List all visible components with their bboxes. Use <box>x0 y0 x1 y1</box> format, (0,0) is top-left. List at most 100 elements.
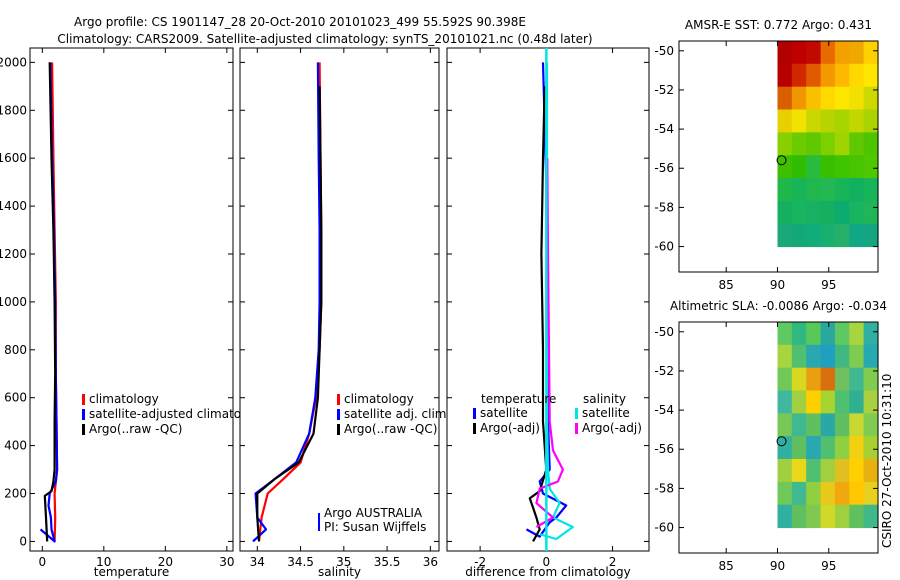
temperature-xtick-label: 30 <box>219 555 234 569</box>
sst_map-cell <box>791 109 807 133</box>
sst_map-cell <box>791 86 807 111</box>
sst_map-cell <box>777 155 793 179</box>
sst_map-cell <box>791 41 807 65</box>
temperature-panel: 0 10 20 30 temperature 0 200 400 600 800 1000 1200 1… <box>0 47 267 579</box>
sla_map-cell <box>863 390 879 414</box>
salinity-legend-0-label: climatology <box>344 392 414 406</box>
sla_map-cell <box>820 436 836 460</box>
sla_map-cell <box>863 459 879 483</box>
sla_map-cell <box>777 367 793 392</box>
sst_map-cell <box>863 86 879 111</box>
sst_map-cell <box>806 155 822 179</box>
sla_map-cell <box>791 459 807 483</box>
sst_map-ytick-label: -50 <box>654 44 674 58</box>
sst_map-cell <box>863 132 879 156</box>
sla_map-cell <box>820 481 836 506</box>
sla_map-cell <box>791 322 807 346</box>
salinity-legend-2-swatch <box>337 424 340 435</box>
sst_map-cell <box>791 200 807 225</box>
sla_map-cell <box>849 481 865 506</box>
sst_map-cell <box>777 41 793 65</box>
sla_map-cell <box>791 413 807 437</box>
sla_map-xtick-label: 90 <box>770 559 785 573</box>
sla_map-cell <box>777 481 793 506</box>
salinity-xtick-label: 35.5 <box>374 555 401 569</box>
temperature-legend-0-swatch <box>82 394 85 405</box>
sst_map-ytick-label: -52 <box>654 83 674 97</box>
difference-xtick-label: 2 <box>609 555 617 569</box>
sst_map-xtick-label: 85 <box>719 278 734 292</box>
temperature-xlabel: temperature <box>94 565 169 579</box>
sla_map-cell <box>791 504 807 529</box>
sla_map-title: Altimetric SLA: -0.0086 Argo: -0.034 <box>670 299 887 313</box>
sla_map-cell <box>806 504 822 529</box>
sla_map-cell <box>820 459 836 483</box>
sst_map-cell <box>834 155 850 179</box>
salinity-xtick-label: 36 <box>423 555 438 569</box>
sla_map-xtick-label: 85 <box>719 559 734 573</box>
depth-tick-label: 1800 <box>0 103 27 117</box>
salinity-xlabel: salinity <box>318 565 361 579</box>
sst_map-frame <box>678 40 879 273</box>
sst_map-cell <box>791 132 807 156</box>
sst_map-cell <box>834 109 850 133</box>
side-timestamp: CSIRO 27-Oct-2010 10:31:10 <box>880 374 894 548</box>
depth-tick-label: 1200 <box>0 247 27 261</box>
sst_map-cell <box>806 86 822 111</box>
sla_map-cell <box>777 344 793 369</box>
temperature-legend-1-swatch <box>82 409 85 420</box>
sst_map-cell <box>791 178 807 202</box>
difference-legend-title-temperature: temperature <box>481 392 556 406</box>
difference-series-line <box>535 158 564 528</box>
salinity-frame <box>239 47 440 552</box>
sst_map-cell <box>777 63 793 88</box>
sst_map-cell <box>777 132 793 156</box>
temperature-legend-0-label: climatology <box>89 392 159 406</box>
sla_map-cell <box>863 481 879 506</box>
salinity-panel: 34 34.5 35 35.5 36 salinity climatologysatelli… <box>239 47 450 579</box>
difference-xlabel: difference from climatology <box>465 565 631 579</box>
sla_map-cell <box>849 322 865 346</box>
sla_map-argo-marker <box>776 436 787 447</box>
sla_map-cell <box>849 367 865 392</box>
sla_map-ytick-label: -56 <box>654 442 674 456</box>
sst_map-cell <box>849 178 865 202</box>
sst_map-xtick-label: 90 <box>770 278 785 292</box>
sla_map-cell <box>806 413 822 437</box>
sst_map-cell <box>834 63 850 88</box>
sst_map-cell <box>834 132 850 156</box>
depth-tick-label: 600 <box>4 391 27 405</box>
sst_map-cell <box>834 200 850 225</box>
salinity-series-line <box>256 86 323 542</box>
temperature-xtick-label: 0 <box>38 555 46 569</box>
sst_map-cell <box>806 178 822 202</box>
temperature-series-line <box>43 62 57 542</box>
sla_map-cell <box>777 504 793 529</box>
sla_map-cell <box>849 504 865 529</box>
depth-tick-label: 0 <box>19 534 27 548</box>
sla_map-cell <box>863 367 879 392</box>
sst_map-cell <box>834 41 850 65</box>
difference-legend-1-label: Argo(-adj) <box>480 421 540 435</box>
sst_map-cell <box>777 200 793 225</box>
sst_map-cell <box>806 223 822 248</box>
salinity-legend-2-label: Argo(..raw -QC) <box>344 422 437 436</box>
temperature-legend-1-label: satellite-adjusted climatology <box>89 407 267 421</box>
sst_map-cell <box>863 223 879 248</box>
sst_map-cell <box>863 63 879 88</box>
sst_map-cell <box>791 223 807 248</box>
sst_map-cell <box>820 155 836 179</box>
sst_map-cell <box>820 63 836 88</box>
sst_map-cell <box>820 109 836 133</box>
sla_map-cell <box>806 481 822 506</box>
sla_map-ytick-label: -54 <box>654 403 674 417</box>
sst_map-cell <box>820 86 836 111</box>
sla_map-cell <box>863 436 879 460</box>
difference-legend-title-salinity: salinity <box>583 392 626 406</box>
sla_map-cell <box>820 390 836 414</box>
temperature-legend-2-label: Argo(..raw -QC) <box>89 422 182 436</box>
sla_map-cell <box>834 436 850 460</box>
sst_map-cell <box>791 63 807 88</box>
sst_map-cell <box>834 223 850 248</box>
